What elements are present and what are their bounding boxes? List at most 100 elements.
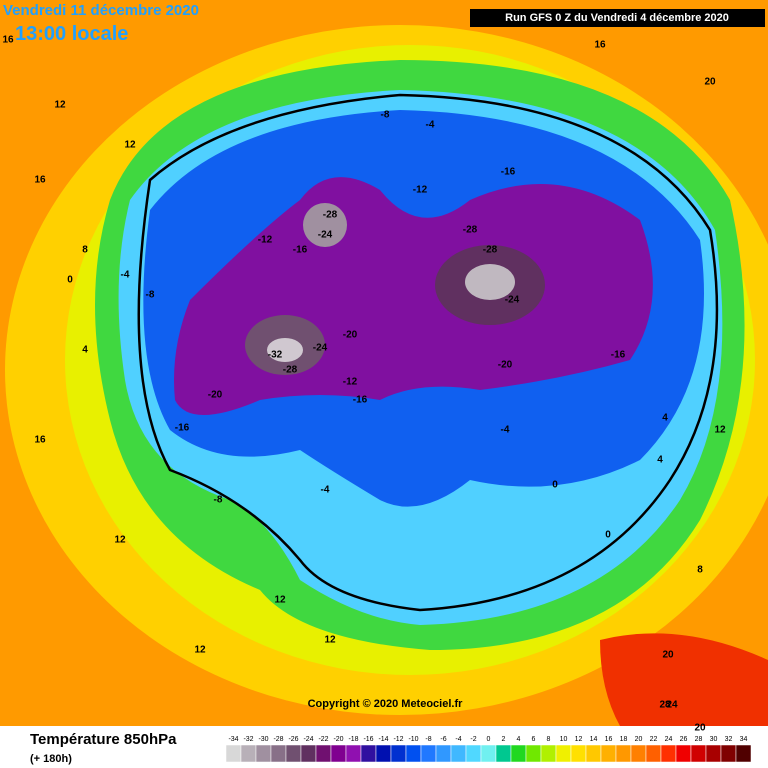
colorbar-label: 26 [680,736,688,743]
color-swatch [615,744,632,763]
contour-label: 20 [704,77,716,88]
contour-label: -24 [313,343,328,354]
contour-label: 0 [552,480,558,491]
colorbar-label: -4 [455,736,461,743]
map: Run GFS 0 Z du Vendredi 4 décembre 2020 … [0,0,768,734]
contour-label: 16 [594,40,606,51]
contour-label: -16 [501,167,516,178]
contour-label: 0 [67,275,73,286]
colorbar-label: -12 [393,736,403,743]
colorbar-label: -6 [440,736,446,743]
colorbar-label: 0 [487,736,491,743]
contour-label: -28 [483,245,498,256]
contour-label: -16 [353,395,368,406]
contour-label: -16 [611,350,626,361]
color-swatch [255,744,272,763]
contour-label: -8 [214,495,223,506]
colorbar-label: -20 [333,736,343,743]
contour-label: -8 [381,110,390,121]
color-swatch [375,744,392,763]
contour-label: -4 [321,485,330,496]
colorbar-label: -14 [378,736,388,743]
contour-label: -16 [293,245,308,256]
warm-zone [600,633,768,726]
contour-label: -4 [501,425,510,436]
color-swatch [735,744,752,763]
colorbar-label: -26 [288,736,298,743]
contour-label: -24 [505,295,520,306]
color-swatch [420,744,437,763]
contour-label: 12 [54,100,66,111]
contour-label: 12 [714,425,726,436]
contour-label: 12 [274,595,286,606]
contour-label: -4 [121,270,130,281]
color-swatch [585,744,602,763]
contour-label: -12 [258,235,273,246]
zero-isotherm [137,93,719,612]
color-swatch [405,744,422,763]
color-swatch [540,744,557,763]
colorbar-label: 4 [517,736,521,743]
contour-label: 4 [657,455,663,466]
colorbar-label: -22 [318,736,328,743]
colorbar-label: -2 [470,736,476,743]
contour-label: -8 [146,290,155,301]
colorbar-label: 12 [575,736,583,743]
contour-label: 12 [114,535,126,546]
color-swatch [285,744,302,763]
color-swatch [465,744,482,763]
colorbar-label: -32 [243,736,253,743]
valid-time: 13:00 locale [15,23,128,45]
contour-label: -12 [343,377,358,388]
color-swatch [450,744,467,763]
colorbar-label: -16 [363,736,373,743]
contour-label: 4 [82,345,88,356]
color-swatch [225,744,242,763]
contour-label: -16 [175,423,190,434]
color-swatch [555,744,572,763]
color-swatch [360,744,377,763]
copyright: Copyright © 2020 Meteociel.fr [308,698,464,710]
colorbar-label: -8 [425,736,431,743]
colorbar-label: 6 [532,736,536,743]
colorbar-label: -28 [273,736,283,743]
footer-title: Température 850hPa [30,731,177,748]
colorbar-label: -30 [258,736,268,743]
contour-label: -24 [318,230,333,241]
color-swatch [645,744,662,763]
color-swatch [525,744,542,763]
color-swatch [315,744,332,763]
contour-label: -28 [463,225,478,236]
cold-core [267,338,303,362]
colorbar-label: 34 [740,736,748,743]
color-swatch [495,744,512,763]
cold-core [465,264,515,300]
contour-label: -20 [343,330,358,341]
colorbar-label: 8 [547,736,551,743]
color-swatch [480,744,497,763]
colorbar-label: 22 [650,736,658,743]
contour-label: 8 [697,565,703,576]
color-swatch [600,744,617,763]
contour-label: 28 [659,700,671,711]
contour-label: 4 [662,413,668,424]
color-swatch [690,744,707,763]
colorbar-label: 32 [725,736,733,743]
colorbar-label: 24 [665,736,673,743]
color-swatch [345,744,362,763]
color-swatch [660,744,677,763]
contour-label: 24 [666,700,678,711]
color-swatch [330,744,347,763]
cold-core [303,203,347,247]
run-info: Run GFS 0 Z du Vendredi 4 décembre 2020 [505,12,729,24]
contour-label: -4 [426,120,435,131]
run-box [470,9,765,27]
footer-lead: (+ 180h) [30,753,72,765]
color-swatch [510,744,527,763]
colorbar-label: -10 [408,736,418,743]
colorbar-label: -24 [303,736,313,743]
contour-label: 0 [605,530,611,541]
colorbar-label: 30 [710,736,718,743]
